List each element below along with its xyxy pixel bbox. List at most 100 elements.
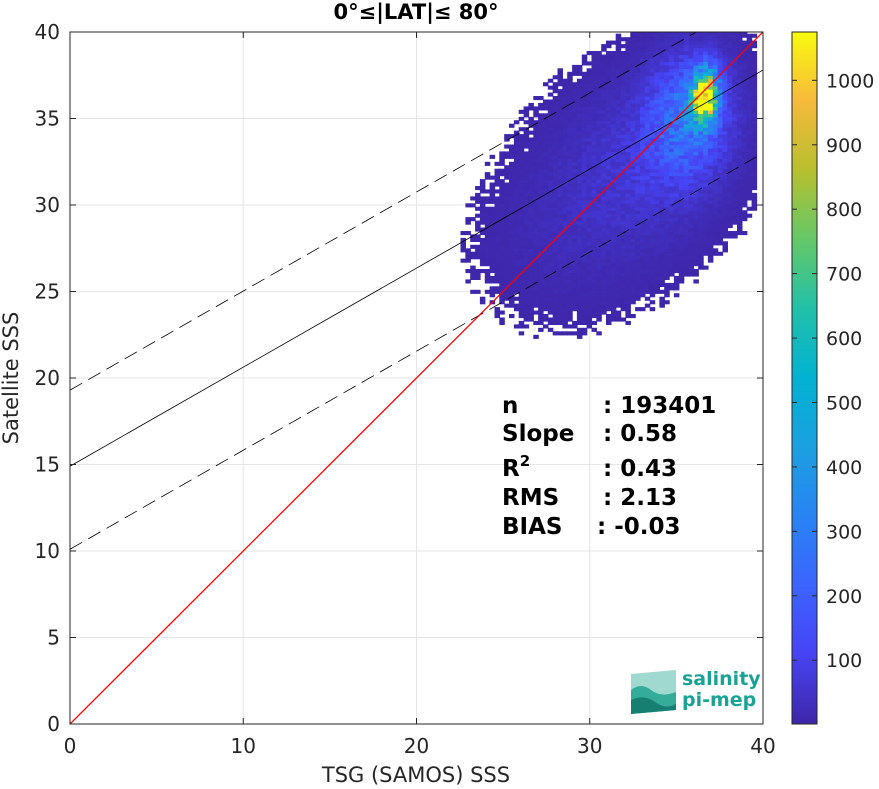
density-cell — [659, 47, 665, 52]
density-cell — [465, 258, 471, 263]
density-cell — [606, 109, 612, 114]
density-cell — [479, 300, 486, 305]
density-cell — [659, 289, 665, 294]
density-cell — [591, 89, 597, 94]
density-cell — [649, 85, 656, 90]
density-cell — [625, 307, 631, 312]
density-cell — [513, 286, 520, 291]
reference-lines — [70, 32, 763, 724]
density-cell — [581, 96, 588, 101]
density-cell — [712, 102, 719, 107]
density-cell — [712, 78, 719, 83]
density-cell — [518, 286, 525, 291]
density-cell — [673, 196, 680, 201]
density-cell — [669, 57, 675, 62]
density-cell — [630, 175, 636, 180]
density-cell — [513, 186, 520, 191]
density-cell — [659, 227, 665, 232]
density-cell — [533, 258, 539, 263]
density-cell — [688, 262, 694, 267]
density-cell — [693, 51, 699, 56]
density-cell — [552, 307, 559, 312]
density-cell — [610, 57, 617, 62]
density-cell — [630, 165, 636, 170]
density-cell — [518, 224, 525, 229]
density-cell — [499, 213, 505, 218]
density-cell — [528, 251, 534, 256]
density-cell — [727, 141, 733, 146]
density-cell — [543, 99, 549, 104]
density-cell — [528, 286, 534, 291]
density-cell — [489, 286, 496, 291]
density-cell — [581, 327, 588, 332]
density-cell — [581, 262, 588, 267]
density-cell — [649, 251, 656, 256]
density-cell — [649, 99, 656, 104]
density-cell — [547, 102, 554, 107]
density-cell — [727, 206, 733, 211]
density-cell — [606, 57, 612, 62]
density-cell — [625, 220, 631, 225]
stat-slope-label: Slope — [502, 421, 574, 447]
density-cell — [751, 61, 758, 66]
density-cell — [499, 237, 505, 242]
density-cell — [552, 258, 559, 263]
density-cell — [703, 147, 709, 152]
density-cell — [673, 258, 680, 263]
density-cell — [562, 300, 568, 305]
density-cell — [678, 44, 685, 49]
density-cell — [712, 99, 719, 104]
density-cell — [669, 244, 675, 249]
density-cell — [746, 96, 753, 101]
density-cell — [620, 279, 627, 284]
density-cell — [513, 130, 520, 135]
density-cell — [649, 71, 656, 76]
density-cell — [746, 37, 753, 42]
density-cell — [673, 147, 680, 152]
density-cell — [712, 85, 719, 90]
density-cell — [606, 196, 612, 201]
density-cell — [610, 123, 617, 128]
density-cell — [513, 248, 520, 253]
density-cell — [547, 279, 554, 284]
density-cell — [732, 68, 738, 73]
density-cell — [606, 251, 612, 256]
density-cell — [654, 262, 660, 267]
density-cell — [669, 248, 675, 253]
density-cell — [533, 130, 539, 135]
density-cell — [601, 175, 607, 180]
density-cell — [513, 255, 520, 260]
density-cell — [630, 196, 636, 201]
density-cell — [523, 213, 530, 218]
density-cell — [484, 206, 491, 211]
density-cell — [547, 237, 554, 242]
density-cell — [538, 172, 544, 177]
density-cell — [751, 33, 758, 38]
density-cell — [557, 144, 563, 149]
density-cell — [475, 237, 481, 242]
density-cell — [625, 279, 631, 284]
density-cell — [547, 192, 554, 197]
density-cell — [547, 293, 554, 298]
density-cell — [664, 96, 670, 101]
density-cell — [504, 134, 510, 139]
density-cell — [688, 102, 694, 107]
density-cell — [479, 262, 486, 267]
density-cell — [644, 282, 651, 287]
density-cell — [518, 258, 525, 263]
density-cell — [664, 57, 670, 62]
density-cell — [630, 275, 636, 280]
density-cell — [523, 244, 530, 249]
density-cell — [727, 182, 733, 187]
density-cell — [649, 265, 656, 270]
density-cell — [557, 331, 563, 336]
density-cell — [703, 179, 709, 184]
density-cell — [737, 51, 743, 56]
density-cell — [693, 186, 699, 191]
density-cell — [635, 182, 641, 187]
density-cell — [688, 248, 694, 253]
x-tick-label: 30 — [577, 734, 602, 758]
density-cell — [606, 82, 612, 87]
density-cell — [523, 144, 530, 149]
density-cell — [591, 102, 597, 107]
